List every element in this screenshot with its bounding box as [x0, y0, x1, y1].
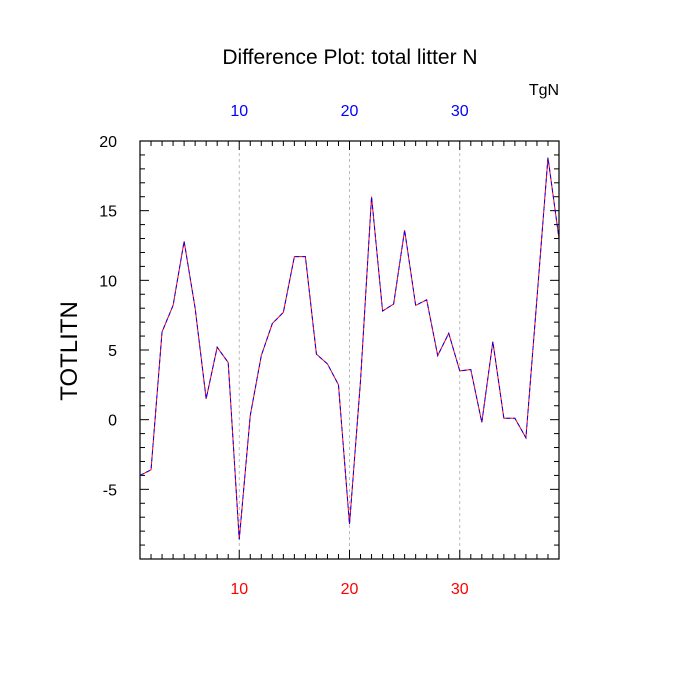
y-tick-label: 5: [108, 343, 117, 360]
y-axis-label: TOTLITN: [56, 301, 83, 401]
plot-frame: [139, 140, 560, 560]
x-tick-label-bottom: 10: [230, 581, 248, 598]
x-tick-label-top: 30: [451, 103, 469, 120]
series-line-blue: [139, 157, 560, 540]
x-tick-label-bottom: 30: [451, 581, 469, 598]
x-tick-label-bottom: 20: [341, 581, 359, 598]
x-tick-label-top: 20: [341, 103, 359, 120]
tick-labels: 10 10 20 20 30 30 20 15 10 5 0 -5: [99, 103, 469, 598]
y-tick-label: 0: [108, 413, 117, 430]
y-tick-label: 20: [99, 134, 117, 151]
y-tick-label: 15: [99, 204, 117, 221]
chart-title: Difference Plot: total litter N: [222, 46, 477, 69]
x-tick-label-top: 10: [230, 103, 248, 120]
y-tick-label: -5: [103, 482, 117, 499]
series-lines: [139, 157, 560, 540]
gridlines: [238, 141, 461, 559]
units-label: TgN: [529, 82, 559, 99]
y-tick-label: 10: [99, 273, 117, 290]
